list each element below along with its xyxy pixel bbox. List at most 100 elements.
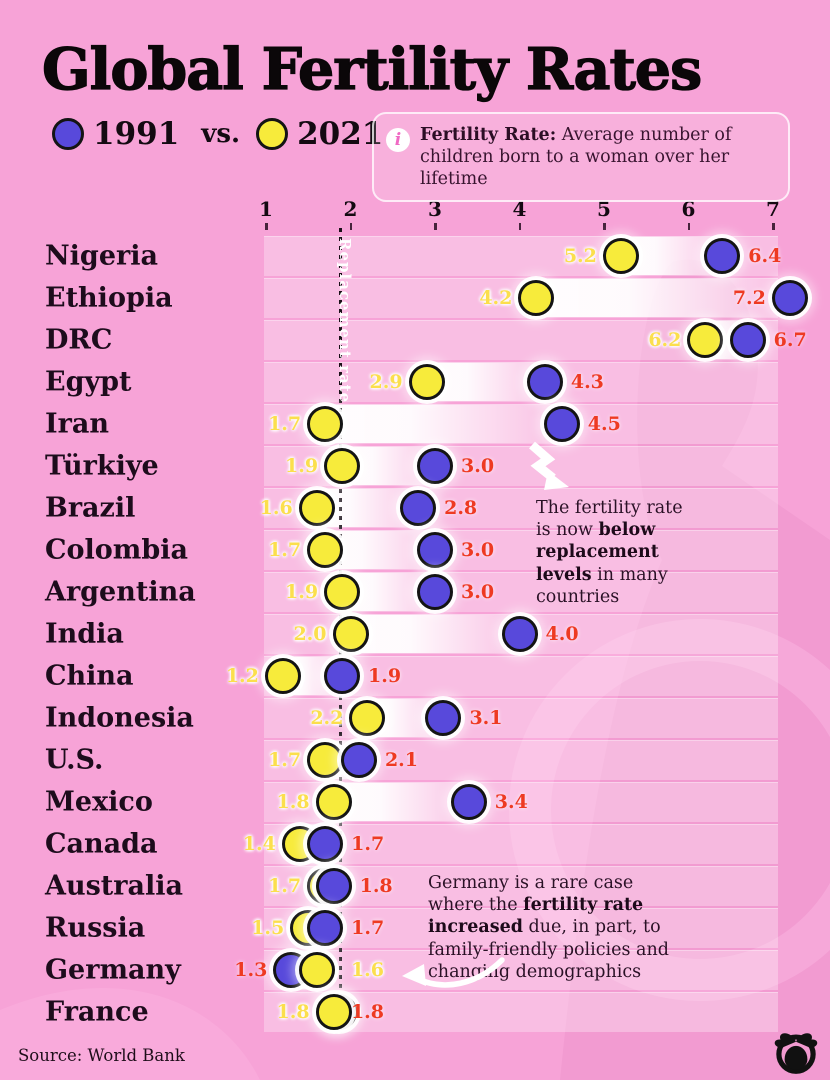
axis-tick-mark xyxy=(349,223,352,230)
value-label-2021: 1.7 xyxy=(268,749,302,771)
country-label: France xyxy=(45,996,149,1028)
squiggly-arrow-icon xyxy=(529,441,569,490)
axis-tick-label: 5 xyxy=(597,197,611,221)
dot-1991 xyxy=(425,700,462,736)
dot-1991 xyxy=(450,784,487,820)
value-label-2021: 1.2 xyxy=(225,665,259,687)
axis-tick-label: 3 xyxy=(428,197,442,221)
value-label-2021: 6.2 xyxy=(648,329,682,351)
page-title: Global Fertility Rates xyxy=(41,35,702,103)
axis-tick-mark xyxy=(687,223,690,230)
dot-1991 xyxy=(417,532,453,568)
country-label: Germany xyxy=(45,954,181,986)
dot-1991 xyxy=(729,322,766,358)
info-icon: i xyxy=(386,128,410,152)
dot-1991 xyxy=(315,868,352,904)
info-box: i Fertility Rate: Average number of chil… xyxy=(372,112,790,203)
country-label: DRC xyxy=(45,324,113,356)
axis-tick-mark xyxy=(518,223,521,230)
dot-1991 xyxy=(704,238,741,274)
value-label-1991: 3.0 xyxy=(461,539,495,561)
connector-bar xyxy=(515,279,811,317)
axis-tick-label: 7 xyxy=(766,197,780,221)
value-label-1991: 4.0 xyxy=(545,623,579,645)
dot-2021 xyxy=(307,532,344,568)
value-label-1991: 3.1 xyxy=(469,707,503,729)
value-label-1991: 3.0 xyxy=(461,581,495,603)
curved-arrow-icon xyxy=(402,957,505,988)
dot-2021 xyxy=(307,406,344,442)
country-label: Nigeria xyxy=(45,240,158,272)
dot-1991 xyxy=(340,742,377,778)
axis-tick-label: 6 xyxy=(681,197,696,221)
country-label: Türkiye xyxy=(45,450,159,482)
value-label-1991: 2.1 xyxy=(384,749,418,771)
country-label: Colombia xyxy=(45,534,188,566)
dot-1991 xyxy=(526,364,563,400)
country-label: U.S. xyxy=(45,744,104,776)
row-band xyxy=(264,824,778,864)
value-label-2021: 1.8 xyxy=(276,1001,310,1023)
value-label-2021: 1.7 xyxy=(268,413,302,435)
value-label-1991: 3.4 xyxy=(494,791,528,813)
axis-tick-mark xyxy=(603,223,606,230)
annotation-below-replacement: The fertility rate is now below replacem… xyxy=(536,497,696,608)
value-label-2021: 1.5 xyxy=(251,917,285,939)
axis-tick-label: 4 xyxy=(512,197,527,221)
value-label-2021: 5.2 xyxy=(563,245,597,267)
value-label-1991: 1.8 xyxy=(350,1001,384,1023)
axis-tick-mark xyxy=(265,223,268,230)
info-box-label: Fertility Rate: xyxy=(420,125,557,145)
country-label: Egypt xyxy=(45,366,132,398)
country-label: Canada xyxy=(45,828,158,860)
dot-2021 xyxy=(307,742,344,778)
dot-2021 xyxy=(332,616,369,652)
value-label-2021: 2.9 xyxy=(369,371,403,393)
country-label: Ethiopia xyxy=(45,282,173,314)
source-credit: Source: World Bank xyxy=(18,1046,185,1065)
dot-2021 xyxy=(298,952,335,988)
legend-vs-label: vs. xyxy=(201,119,241,149)
row-band xyxy=(264,950,778,990)
country-label: Australia xyxy=(45,870,183,902)
dot-2021 xyxy=(315,994,352,1030)
value-label-2021: 1.7 xyxy=(268,539,302,561)
value-label-2021: 1.6 xyxy=(259,497,293,519)
dot-2021 xyxy=(264,658,301,694)
value-label-2021: 1.7 xyxy=(268,875,302,897)
country-label: China xyxy=(45,660,134,692)
legend-1991-label: 1991 xyxy=(93,116,180,152)
annotation-text-segment: Germany is a rare case where the xyxy=(428,873,634,916)
legend: 1991 vs. 2021 xyxy=(52,116,383,152)
annotation-text-segment: fertility rate increased xyxy=(428,895,644,938)
dot-1991 xyxy=(417,574,453,610)
connector-bar xyxy=(304,405,583,443)
axis-tick-label: 1 xyxy=(259,197,273,221)
dot-2021 xyxy=(298,490,335,526)
value-label-1991: 1.9 xyxy=(368,665,402,687)
legend-2021-dot-icon xyxy=(256,118,289,150)
dot-1991 xyxy=(324,658,361,694)
legend-1991-dot-icon xyxy=(52,118,84,150)
dot-2021 xyxy=(408,364,445,400)
value-label-1991: 1.8 xyxy=(359,875,393,897)
value-label-1991: 1.3 xyxy=(234,959,268,981)
value-label-1991: 4.3 xyxy=(570,371,604,393)
axis-tick-label: 2 xyxy=(343,197,358,221)
value-label-2021: 2.0 xyxy=(293,623,327,645)
value-label-1991: 6.7 xyxy=(773,329,807,351)
dot-1991 xyxy=(400,490,437,526)
country-label: Mexico xyxy=(45,786,153,818)
value-label-1991: 6.4 xyxy=(748,245,782,267)
dot-1991 xyxy=(417,448,453,484)
value-label-2021: 1.6 xyxy=(350,959,384,981)
value-label-2021: 1.4 xyxy=(242,833,276,855)
value-label-2021: 1.9 xyxy=(284,455,319,477)
dot-2021 xyxy=(602,238,639,274)
value-label-1991: 1.7 xyxy=(351,917,385,939)
country-label: Argentina xyxy=(45,576,196,608)
dot-2021 xyxy=(324,574,361,610)
